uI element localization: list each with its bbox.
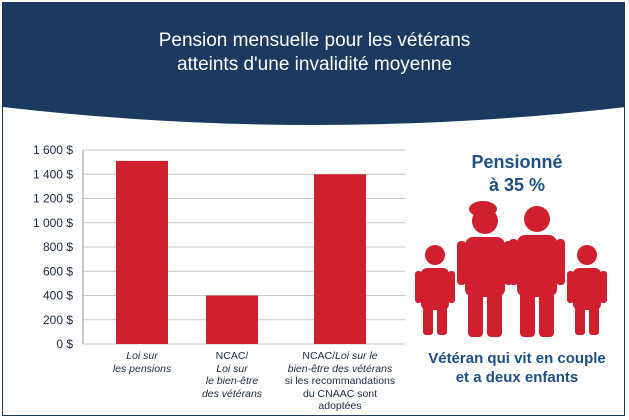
y-tick-label: 800 $ (43, 240, 73, 254)
x-tick-label-italic: Loi sur le (335, 350, 378, 362)
header-banner (3, 3, 624, 125)
bar (206, 295, 258, 344)
x-tick-label-line: Loi sur (216, 362, 248, 375)
x-tick-label-line: des vétérans (201, 387, 263, 400)
pension-rate-line-1: Pensionné (471, 152, 563, 172)
y-tick-label: 400 $ (43, 289, 73, 303)
y-tick-label: 1 400 $ (33, 167, 73, 181)
bar-chart: 0 $ 200 $ 400 $ 600 $ 800 $ 1 000 $ 1 200 $ 1 4… (33, 143, 405, 351)
y-tick-label: 1 200 $ (33, 192, 73, 206)
x-tick-label-line: NCAC/Loi sur le (280, 350, 400, 363)
x-tick-label: Loi sur les pensions (82, 350, 202, 375)
veteran-figure (457, 201, 513, 337)
y-tick-label: 200 $ (43, 313, 73, 327)
x-tick-label-line: du CNAAC sont adoptées (302, 387, 378, 413)
x-tick-label: NCAC/Loi sur le bien-être des vétérans (172, 350, 292, 400)
family-illustration (415, 201, 607, 337)
caption-line-2: et a deux enfants (455, 369, 579, 386)
y-tick-label: 1 000 $ (33, 216, 73, 230)
x-tick-label-line: les pensions (112, 362, 172, 375)
y-tick-label: 1 600 $ (33, 143, 73, 157)
child-figure-right (567, 245, 607, 335)
x-tick-label: NCAC/Loi sur le bien-être des vétérans si … (280, 350, 400, 413)
x-tick-label-line: NCAC/ (215, 350, 249, 362)
title-line-1: Pension mensuelle pour les vétérans (158, 30, 471, 51)
caption-line-1: Vétéran qui vit en couple (428, 350, 606, 367)
x-tick-label-line: le bien-être (205, 375, 259, 387)
infographic-frame: Pension mensuelle pour les vétérans atte… (2, 2, 625, 416)
pension-rate-line-2: à 35 % (488, 175, 546, 195)
page-title: Pension mensuelle pour les vétérans atte… (3, 29, 624, 77)
family-caption: Vétéran qui vit en couple et a deux enfa… (407, 349, 624, 387)
x-tick-label-plain: NCAC/ (302, 350, 336, 362)
pension-rate-title: Pensionné à 35 % (427, 151, 607, 197)
bar (314, 174, 366, 344)
spouse-figure (509, 206, 565, 337)
title-line-2: atteints d'une invalidité moyenne (176, 54, 453, 75)
bar (116, 160, 168, 344)
y-tick-label: 0 $ (56, 337, 73, 351)
child-figure-left (415, 245, 455, 335)
x-tick-label-line: Loi sur (126, 350, 158, 362)
y-tick-label: 600 $ (43, 264, 73, 278)
x-tick-label-line: si les recommandations (284, 375, 396, 387)
x-tick-label-line: bien-être des vétérans (287, 362, 393, 375)
